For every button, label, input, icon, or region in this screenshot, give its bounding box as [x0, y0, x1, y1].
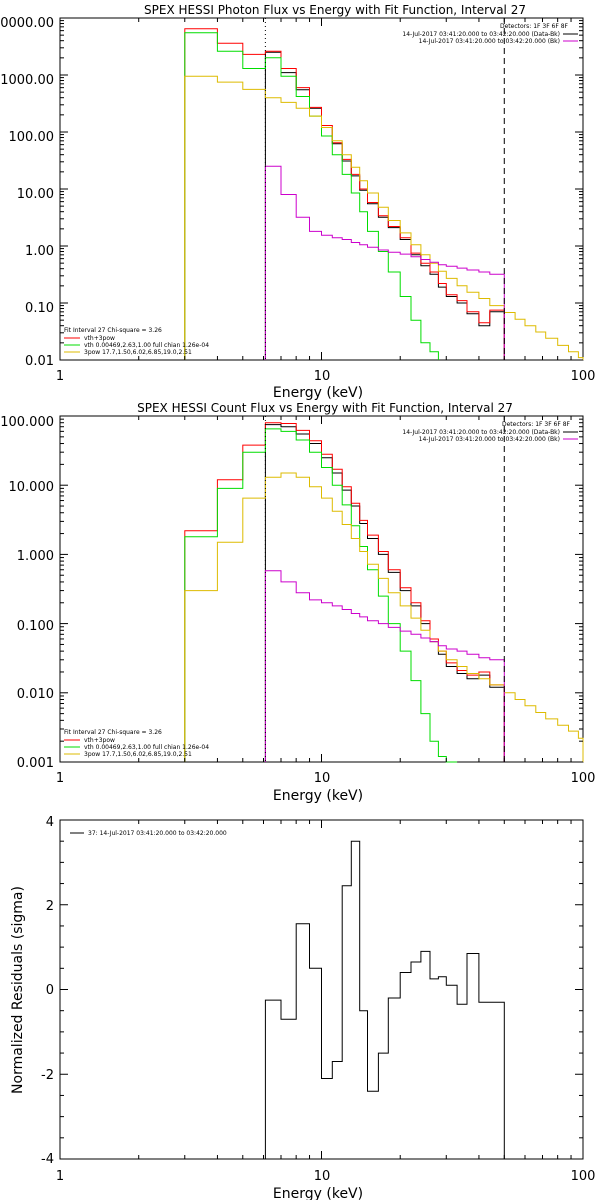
panel1-fit-entry-3pow: 3pow 17.7,1.50,6.02,6.85,19.0,2.51	[84, 349, 192, 356]
panel2-ytick-0.100: 0.100	[17, 619, 54, 634]
panel1-legend-entry-data: 14-Jul-2017 03:41:20.000 to 03:42:20.000…	[402, 31, 560, 38]
panel2-ytick-100.000: 100.000	[0, 415, 54, 430]
panel3-ytick-2: 2	[46, 899, 54, 914]
panel3-ticks	[59, 819, 583, 1160]
panel3-ytick-0: 0	[46, 983, 54, 998]
panel1-fit-header: Fit Interval 27 Chi-square = 3.26	[64, 327, 162, 334]
panel1-ytick-0.01: 0.01	[25, 354, 54, 369]
series-1-histogram	[184, 422, 505, 762]
panel1-xtick-10: 10	[314, 369, 331, 384]
panel1-legend-entry-bk: 14-Jul-2017 03:41:20.000 to 03:42:20.000…	[419, 38, 560, 45]
series-4-histogram	[264, 165, 505, 360]
panel2-xtick-10: 10	[314, 771, 331, 786]
panel3-ytick--2: -2	[41, 1068, 54, 1083]
panel2-fit-entry-total: vth+3pow	[84, 737, 115, 744]
panel1-ytick-10.00: 10.00	[17, 187, 54, 202]
panel3-legend-entry: 37: 14-Jul-2017 03:41:20.000 to 03:42:20…	[88, 830, 227, 837]
panel1-xtick-100: 100	[571, 369, 596, 384]
series-0-histogram	[264, 840, 505, 1159]
panel3-ytick-4: 4	[46, 815, 54, 830]
panel1-ytick-100.00: 100.00	[9, 130, 55, 145]
panel3-xtick-1: 1	[56, 1169, 64, 1184]
series-0-histogram	[264, 51, 505, 360]
panel2-title: SPEX HESSI Count Flux vs Energy with Fit…	[137, 401, 513, 415]
panel1-xlabel: Energy (keV)	[273, 385, 363, 401]
series-0-histogram	[264, 424, 505, 762]
panel1-series	[184, 28, 584, 360]
panel2-ytick-1.000: 1.000	[17, 549, 54, 564]
series-4-histogram	[264, 570, 505, 762]
panel2-ticks	[59, 415, 583, 763]
panel2-fit-header: Fit Interval 27 Chi-square = 3.26	[64, 729, 162, 736]
panel3-series	[264, 840, 505, 1159]
panel1-ytick-1.00: 1.00	[25, 244, 54, 259]
panel3-ylabel: Normalized Residuals (sigma)	[10, 886, 26, 1094]
panel2-legend-header: Detectors: 1F 3F 6F 8F	[502, 421, 571, 428]
panel2-xlabel: Energy (keV)	[273, 788, 363, 804]
panel2-ytick-10.000: 10.000	[9, 480, 55, 495]
panel1-ytick-0.10: 0.10	[25, 301, 54, 316]
panel2-legend-entry-data: 14-Jul-2017 03:41:20.000 to 03:42:20.000…	[402, 429, 560, 436]
series-3-histogram	[184, 472, 584, 762]
panel2-fit-entry-vth: vth 0.00469,2.63,1.00 full chian 1.26e-0…	[84, 744, 209, 751]
panel3-xtick-100: 100	[571, 1169, 596, 1184]
panel1-ytick-1000.00: 1000.00	[0, 73, 54, 88]
panel2-fit-entry-3pow: 3pow 17.7,1.50,6.02,6.85,19.0,2.51	[84, 751, 192, 758]
panel1-ytick-10000.00: 10000.00	[0, 16, 54, 31]
series-2-histogram	[184, 32, 439, 360]
panel1-ticks	[59, 17, 583, 361]
panel1-xtick-1: 1	[56, 369, 64, 384]
panel2-series	[184, 422, 584, 763]
panel3-xtick-10: 10	[314, 1169, 331, 1184]
panel2-xtick-1: 1	[56, 771, 64, 786]
panel1-fit-entry-total: vth+3pow	[84, 335, 115, 342]
series-3-histogram	[184, 75, 584, 360]
panel2-ytick-0.001: 0.001	[17, 756, 54, 771]
panel1-fit-entry-vth: vth 0.00469,2.63,1.00 full chian 1.26e-0…	[84, 342, 209, 349]
series-2-histogram	[184, 428, 458, 763]
panel1-title: SPEX HESSI Photon Flux vs Energy with Fi…	[144, 3, 526, 17]
panel2-ytick-0.010: 0.010	[17, 687, 54, 702]
panel2-xtick-100: 100	[571, 771, 596, 786]
series-1-histogram	[184, 28, 505, 360]
panel2-legend-entry-bk: 14-Jul-2017 03:41:20.000 to 03:42:20.000…	[419, 436, 560, 443]
panel3-xlabel: Energy (keV)	[273, 1186, 363, 1200]
panel1-legend-header: Detectors: 1F 3F 6F 8F	[500, 23, 569, 30]
panel3-ytick--4: -4	[41, 1152, 54, 1167]
